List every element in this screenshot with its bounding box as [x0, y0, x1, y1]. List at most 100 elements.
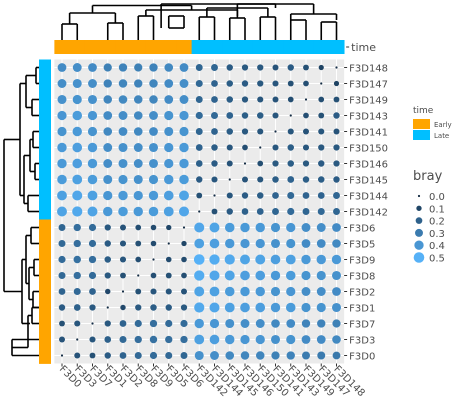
heat-point: [195, 64, 203, 71]
row-annotation-cell: [39, 59, 51, 76]
heat-point: [301, 239, 311, 248]
heat-point: [333, 144, 340, 151]
heat-point: [137, 274, 140, 277]
heat-point: [194, 270, 205, 281]
heat-point: [226, 96, 234, 103]
heat-point: [240, 238, 250, 249]
heat-point: [134, 335, 142, 344]
heat-point: [287, 128, 294, 135]
heat-point: [318, 160, 325, 167]
y-tick-label: F3D143: [349, 112, 388, 123]
legend-time-swatch: [413, 130, 430, 140]
legend-time-label: Late: [434, 132, 449, 140]
column-annotation-cell: [176, 40, 193, 54]
column-annotation-cell: [100, 40, 116, 54]
heat-point: [194, 222, 205, 233]
heat-point: [87, 158, 98, 169]
heat-point: [118, 190, 128, 201]
heat-point: [179, 190, 189, 201]
heat-point: [104, 240, 111, 247]
y-tick-label: F3D149: [349, 96, 388, 107]
heat-point: [118, 158, 128, 169]
heat-point: [256, 351, 265, 360]
heat-point: [332, 351, 341, 360]
heat-point: [331, 254, 342, 265]
heat-point: [272, 208, 279, 215]
legend-bray-label: 0.4: [429, 241, 445, 252]
heat-point: [104, 256, 112, 263]
heat-point: [301, 270, 311, 281]
y-tick-label: F3D148: [349, 64, 388, 75]
heat-point: [209, 270, 220, 281]
heat-point: [181, 272, 187, 279]
heat-point: [255, 286, 265, 297]
heat-point: [194, 334, 205, 345]
heat-point: [287, 96, 294, 103]
heat-point: [211, 64, 218, 71]
heat-point: [333, 160, 340, 167]
heat-point: [240, 334, 250, 345]
heat-point: [121, 290, 125, 293]
heat-point: [270, 286, 281, 297]
heat-point: [118, 95, 128, 104]
heat-point: [58, 255, 66, 264]
heat-point: [225, 238, 235, 249]
heat-point: [195, 111, 203, 120]
heat-point: [195, 96, 203, 103]
row-annotation-cell: [39, 219, 51, 236]
legend-time-swatch: [413, 119, 430, 129]
heat-point: [135, 224, 142, 231]
heat-point: [270, 222, 281, 233]
heat-point: [57, 79, 67, 88]
heat-point: [148, 174, 159, 185]
row-annotation-cell: [39, 347, 51, 364]
heat-point: [118, 142, 128, 153]
heat-point: [316, 302, 326, 313]
heat-point: [333, 128, 340, 135]
heat-point: [133, 127, 143, 136]
column-annotation-cell: [206, 40, 223, 54]
heat-point: [286, 286, 296, 297]
heat-point: [287, 207, 295, 216]
heat-point: [73, 287, 81, 296]
heat-point: [318, 128, 325, 135]
heat-point: [213, 194, 216, 197]
heat-point: [150, 272, 157, 279]
heat-point: [72, 206, 83, 217]
heat-point: [209, 318, 220, 329]
heat-point: [133, 174, 143, 185]
heat-point: [303, 64, 309, 71]
heat-point: [301, 223, 311, 232]
y-tick-label: F3D147: [349, 80, 388, 91]
heat-point: [163, 190, 174, 201]
heat-point: [302, 192, 310, 199]
heat-point: [104, 224, 111, 231]
heat-point: [286, 351, 295, 360]
heat-point: [72, 142, 83, 153]
heat-point: [333, 96, 340, 103]
heat-point: [180, 304, 188, 311]
heat-point: [134, 319, 142, 328]
legend-bray-label: 0.1: [429, 204, 445, 215]
column-annotation-cell: [115, 40, 132, 54]
heat-point: [178, 206, 190, 217]
column-annotation-cell: [313, 40, 330, 54]
heat-point: [88, 223, 97, 232]
heat-point: [73, 239, 81, 248]
heat-point: [72, 158, 83, 169]
heat-point: [272, 144, 279, 151]
heat-point: [209, 302, 220, 313]
y-tick-label: F3D1: [349, 304, 375, 315]
heat-point: [243, 162, 247, 165]
heat-point: [226, 160, 233, 167]
heat-point: [256, 192, 264, 199]
heat-point: [240, 270, 250, 281]
heat-point: [58, 224, 66, 231]
legend-bray-label: 0.5: [429, 254, 445, 265]
heat-point: [118, 206, 128, 217]
heat-point: [134, 95, 143, 104]
y-tick-label: F3D150: [349, 144, 388, 155]
heat-point: [241, 64, 249, 71]
heat-point: [87, 126, 98, 137]
